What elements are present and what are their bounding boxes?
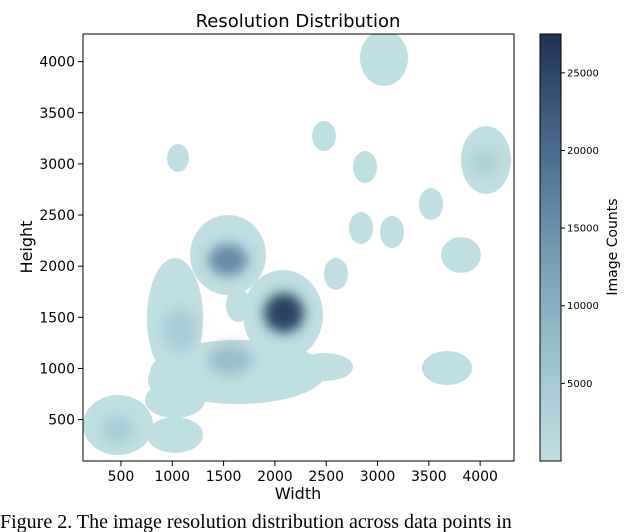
x-axis-label: Width	[275, 484, 321, 503]
colorbar-tick-label: 10000	[567, 301, 599, 312]
x-tick-label: 3000	[360, 469, 396, 485]
y-axis-ticks: 500 1000 1500 2000 2500 3000 3500 4000	[39, 55, 83, 429]
x-tick-label: 1000	[154, 469, 190, 485]
colorbar-tick-label: 20000	[567, 146, 599, 157]
plot-area	[82, 33, 515, 462]
colorbar-label: Image Counts	[605, 198, 621, 295]
x-tick-label: 1500	[206, 469, 242, 485]
x-tick-label: 4000	[462, 469, 498, 485]
colorbar-tick-label: 25000	[567, 68, 599, 79]
x-tick-label: 2000	[257, 469, 293, 485]
y-tick-label: 4000	[39, 55, 75, 71]
colorbar-tick-label: 15000	[567, 224, 599, 235]
y-tick-label: 1500	[39, 310, 75, 326]
colorbar	[539, 33, 562, 462]
y-tick-label: 2000	[39, 259, 75, 275]
x-tick-label: 500	[108, 469, 135, 485]
y-tick-label: 2500	[39, 208, 75, 224]
density-base-region	[83, 34, 511, 455]
y-tick-label: 3000	[39, 157, 75, 173]
density-hot-spots	[102, 148, 499, 444]
density-area	[83, 34, 511, 455]
x-tick-label: 2500	[308, 469, 344, 485]
y-axis-label: Height	[17, 221, 36, 274]
y-tick-label: 3500	[39, 106, 75, 122]
x-axis-ticks: 500 1000 1500 2000 2500 3000 3500 4000	[108, 461, 498, 485]
y-tick-label: 500	[48, 413, 75, 429]
chart-title: Resolution Distribution	[196, 11, 401, 32]
y-tick-label: 1000	[39, 361, 75, 377]
x-tick-label: 3500	[411, 469, 447, 485]
colorbar-ticks: 5000 10000 15000 20000 25000	[561, 68, 599, 390]
colorbar-tick-label: 5000	[567, 379, 592, 390]
figure-caption: Figure 2. The image resolution distribut…	[0, 512, 512, 532]
